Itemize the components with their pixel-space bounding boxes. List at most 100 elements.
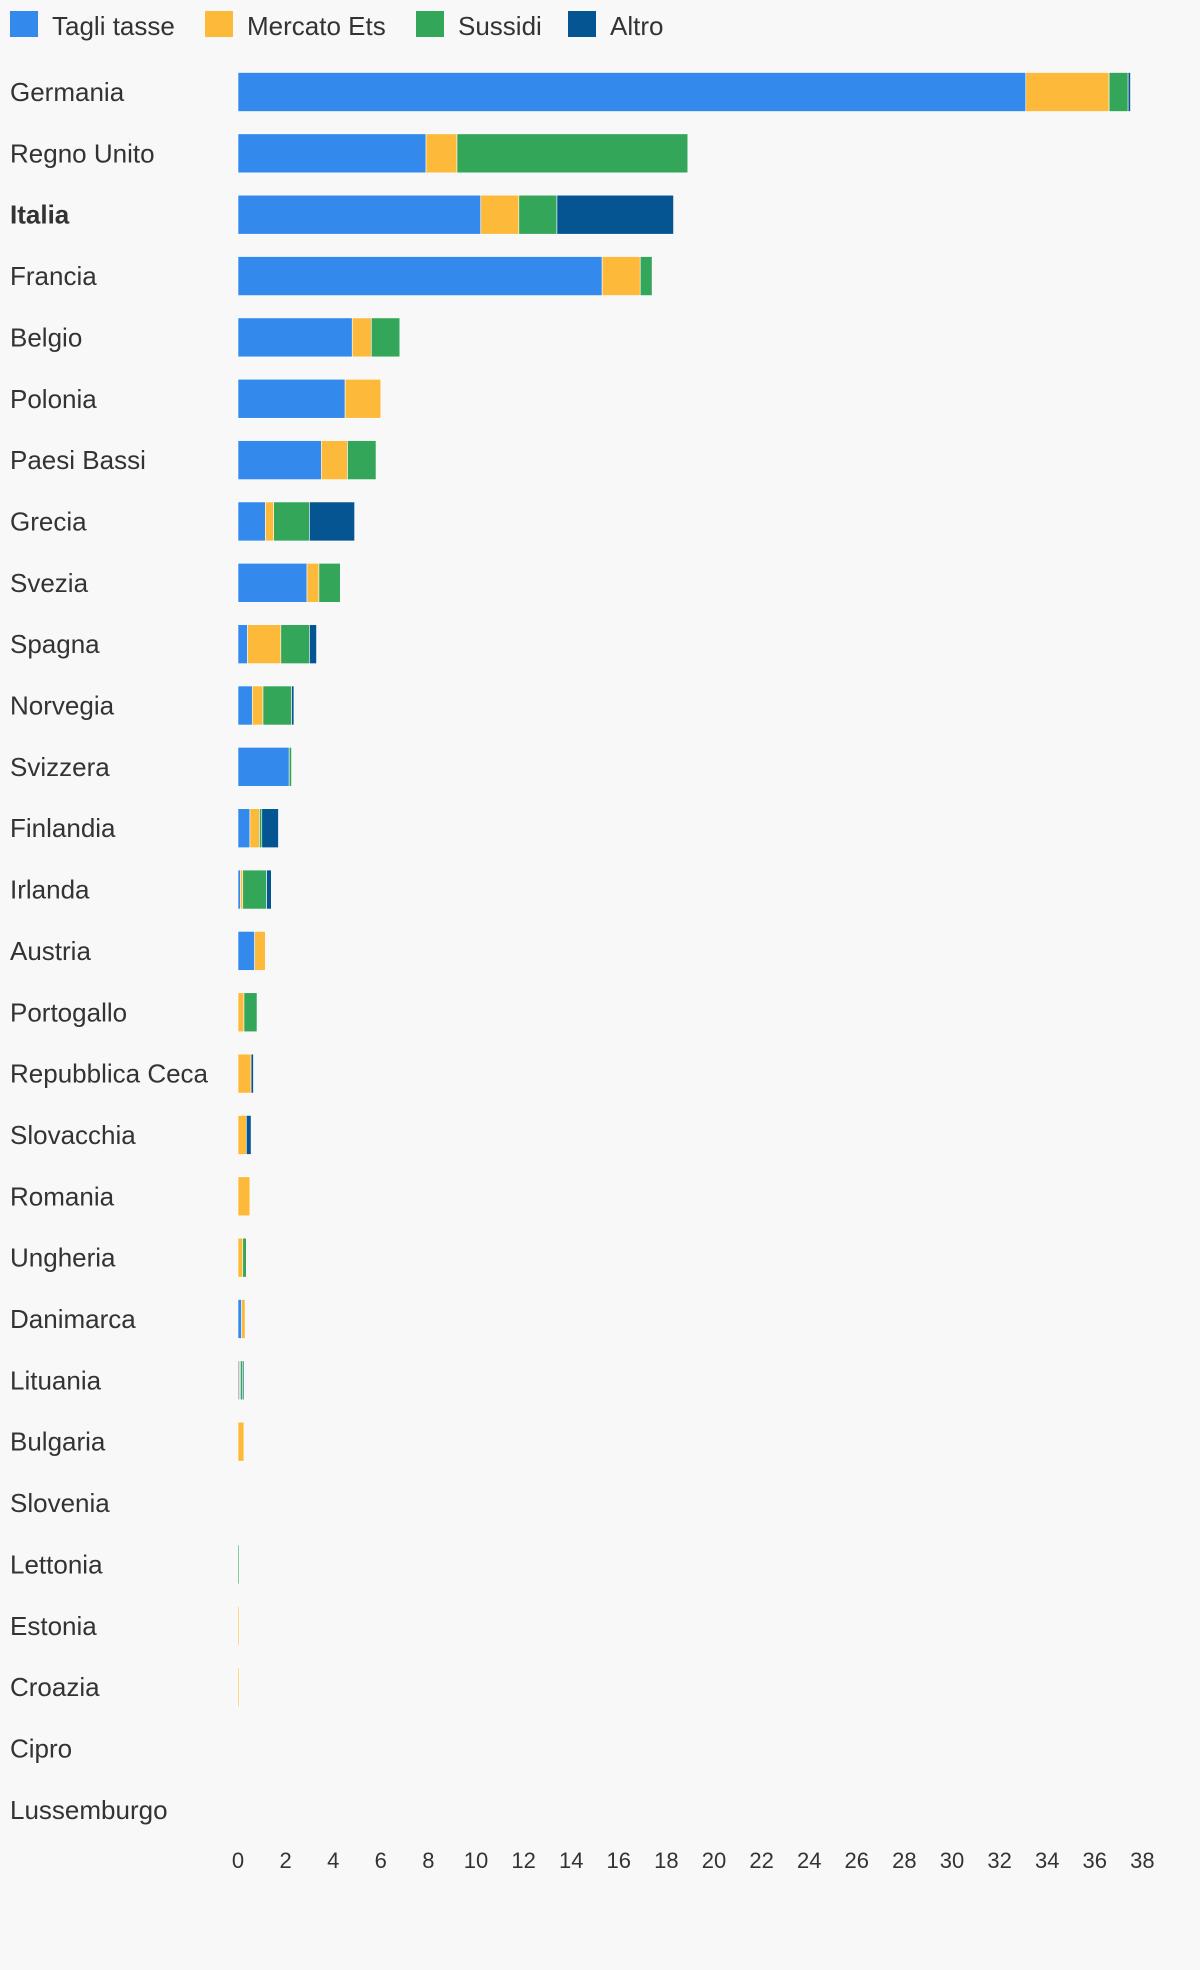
bar-segment-tagli-tasse bbox=[237, 501, 266, 542]
bar-segment-sussidi bbox=[237, 1544, 240, 1585]
bar-segment-mercato-ets bbox=[306, 562, 320, 603]
category-label-portogallo: Portogallo bbox=[10, 997, 127, 1027]
category-label-polonia: Polonia bbox=[10, 384, 97, 414]
bar-segment-mercato-ets bbox=[601, 256, 641, 296]
bar-segment-tagli-tasse bbox=[237, 931, 255, 971]
category-label-lettonia: Lettonia bbox=[10, 1549, 103, 1579]
bar-row-lettonia bbox=[237, 1544, 240, 1585]
legend-label: Sussidi bbox=[458, 11, 542, 41]
category-label-croazia: Croazia bbox=[10, 1672, 100, 1702]
category-label-cipro: Cipro bbox=[10, 1733, 72, 1763]
bar-segment-altro bbox=[266, 869, 272, 910]
category-label-repubblica-ceca: Repubblica Ceca bbox=[10, 1059, 209, 1089]
bar-row-repubblica-ceca bbox=[237, 1053, 254, 1094]
bar-segment-sussidi bbox=[242, 869, 267, 910]
category-label-slovacchia: Slovacchia bbox=[10, 1120, 136, 1150]
category-label-germania: Germania bbox=[10, 77, 125, 107]
bar-segment-mercato-ets bbox=[237, 1176, 251, 1217]
x-axis: 0 2 4 6 8 10 12 14 16 18 20 22 24 26 28 30 32 34 36 38 bbox=[232, 1848, 1155, 1873]
x-tick-label: 22 bbox=[749, 1848, 773, 1873]
x-tick-label: 4 bbox=[327, 1848, 339, 1873]
bar-segment-tagli-tasse bbox=[237, 624, 248, 664]
bar-segment-sussidi bbox=[370, 317, 401, 358]
chart-legend: Tagli tasse Mercato Ets Sussidi Altro bbox=[10, 11, 663, 41]
bar-row-svizzera bbox=[237, 747, 292, 787]
bar-segment-tagli-tasse bbox=[237, 440, 322, 480]
x-tick-label: 6 bbox=[375, 1848, 387, 1873]
legend-swatch bbox=[205, 11, 233, 37]
bar-segment-tagli-tasse bbox=[237, 808, 251, 849]
bar-segment-sussidi bbox=[242, 1237, 247, 1278]
bar-segment-sussidi bbox=[1108, 72, 1129, 112]
legend-swatch bbox=[10, 11, 38, 37]
bar-row-paesi-bassi bbox=[237, 440, 377, 480]
bar-segment-tagli-tasse bbox=[237, 317, 353, 358]
bar-row-germania bbox=[237, 72, 1131, 112]
x-tick-label: 8 bbox=[422, 1848, 434, 1873]
category-label-svezia: Svezia bbox=[10, 568, 89, 598]
category-label-lussemburgo: Lussemburgo bbox=[10, 1795, 168, 1825]
bar-segment-tagli-tasse bbox=[237, 72, 1027, 112]
x-tick-label: 28 bbox=[892, 1848, 916, 1873]
legend-item-tagli-tasse: Tagli tasse bbox=[10, 11, 175, 41]
bar-segment-mercato-ets bbox=[344, 378, 382, 419]
category-label-spagna: Spagna bbox=[10, 629, 100, 659]
category-label-norvegia: Norvegia bbox=[10, 691, 115, 721]
bar-segment-altro bbox=[309, 624, 317, 664]
bar-segment-sussidi bbox=[240, 1360, 244, 1401]
legend-swatch bbox=[416, 11, 444, 37]
category-labels: Germania Regno Unito Italia Francia Belgio Po… bbox=[10, 77, 209, 1825]
x-tick-label: 2 bbox=[279, 1848, 291, 1873]
bar-segment-tagli-tasse bbox=[237, 378, 346, 419]
x-tick-label: 0 bbox=[232, 1848, 244, 1873]
bar-segment-tagli-tasse bbox=[237, 133, 427, 174]
bar-segment-mercato-ets bbox=[254, 931, 266, 971]
x-tick-label: 32 bbox=[987, 1848, 1011, 1873]
bar-segment-sussidi bbox=[456, 133, 689, 174]
bar-segment-tagli-tasse bbox=[237, 1299, 242, 1339]
legend-label: Tagli tasse bbox=[52, 11, 175, 41]
bar-row-croazia bbox=[237, 1667, 240, 1707]
bar-segment-tagli-tasse bbox=[237, 747, 290, 787]
bar-segment-mercato-ets bbox=[480, 194, 520, 235]
bar-segment-mercato-ets bbox=[237, 1667, 240, 1707]
bar-row-irlanda bbox=[237, 869, 272, 910]
bar-segment-mercato-ets bbox=[249, 808, 260, 849]
bar-row-francia bbox=[237, 256, 653, 296]
category-label-lituania: Lituania bbox=[10, 1365, 102, 1395]
bar-segment-tagli-tasse bbox=[237, 869, 241, 910]
bar-row-portogallo bbox=[237, 992, 258, 1033]
category-label-estonia: Estonia bbox=[10, 1611, 97, 1641]
bar-row-italia bbox=[237, 194, 674, 235]
category-label-bulgaria: Bulgaria bbox=[10, 1427, 106, 1457]
category-label-belgio: Belgio bbox=[10, 322, 82, 352]
bar-row-romania bbox=[237, 1176, 251, 1217]
bar-segment-mercato-ets bbox=[237, 1421, 245, 1462]
bar-row-spagna bbox=[237, 624, 317, 664]
x-tick-label: 26 bbox=[845, 1848, 869, 1873]
bar-segment-tagli-tasse bbox=[237, 562, 308, 603]
legend-label: Mercato Ets bbox=[247, 11, 386, 41]
x-tick-label: 12 bbox=[511, 1848, 535, 1873]
category-label-danimarca: Danimarca bbox=[10, 1304, 136, 1334]
bar-segment-sussidi bbox=[347, 440, 377, 480]
bars-area bbox=[237, 72, 1131, 1707]
bar-segment-sussidi bbox=[280, 624, 310, 664]
bar-row-svezia bbox=[237, 562, 341, 603]
bar-segment-mercato-ets bbox=[237, 1115, 247, 1155]
bar-segment-sussidi bbox=[288, 747, 292, 787]
category-label-italia: Italia bbox=[10, 200, 70, 230]
bar-row-ungheria bbox=[237, 1237, 247, 1278]
bar-row-finlandia bbox=[237, 808, 279, 849]
bar-segment-altro bbox=[250, 1053, 254, 1094]
category-label-grecia: Grecia bbox=[10, 506, 87, 536]
category-label-irlanda: Irlanda bbox=[10, 875, 90, 905]
legend-item-altro: Altro bbox=[568, 11, 663, 41]
bar-segment-mercato-ets bbox=[1025, 72, 1110, 112]
category-label-paesi-bassi: Paesi Bassi bbox=[10, 445, 146, 475]
x-tick-label: 18 bbox=[654, 1848, 678, 1873]
bar-segment-mercato-ets bbox=[237, 1605, 240, 1646]
bar-segment-tagli-tasse bbox=[237, 256, 603, 296]
bar-segment-sussidi bbox=[243, 992, 258, 1033]
